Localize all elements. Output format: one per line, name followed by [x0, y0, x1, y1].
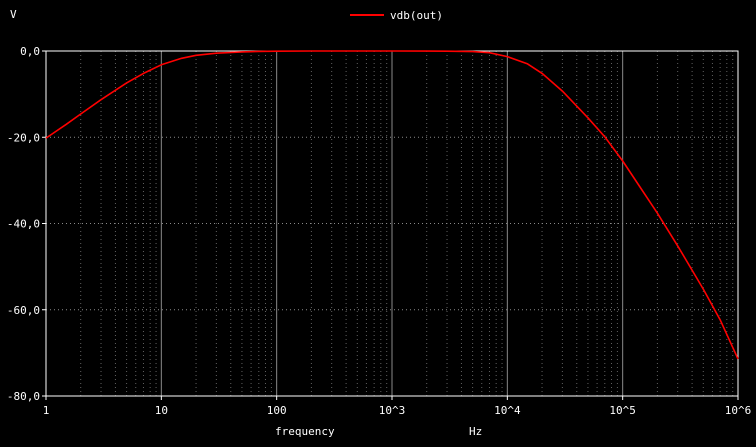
- x-tick-label: 10^5: [609, 404, 636, 417]
- tick-labels: 1 10 100 10^3 10^4 10^5 10^6 0,0 -20,0 -40,0 -60,0…: [7, 45, 751, 417]
- y-tick-label: -40,0: [7, 218, 40, 231]
- series-layer: [45, 50, 739, 360]
- grid-lines: [45, 50, 739, 397]
- y-tick-label: -20,0: [7, 131, 40, 144]
- y-axis-label: V: [10, 8, 17, 21]
- y-tick-label: -60,0: [7, 304, 40, 317]
- x-tick-label: 10^3: [379, 404, 406, 417]
- x-tick-label: 100: [267, 404, 287, 417]
- x-tick-label: 10^6: [725, 404, 752, 417]
- x-tick-label: 1: [43, 404, 50, 417]
- plot-frame: [42, 50, 739, 400]
- legend: vdb(out): [350, 9, 443, 22]
- x-axis-label: frequency: [275, 425, 335, 438]
- x-tick-label: 10: [155, 404, 168, 417]
- y-tick-label: -80,0: [7, 390, 40, 403]
- x-unit-label: Hz: [469, 425, 482, 438]
- legend-entry-label: vdb(out): [390, 9, 443, 22]
- x-tick-label: 10^4: [494, 404, 521, 417]
- series-line-vdb-out: [45, 50, 739, 360]
- y-tick-label: 0,0: [20, 45, 40, 58]
